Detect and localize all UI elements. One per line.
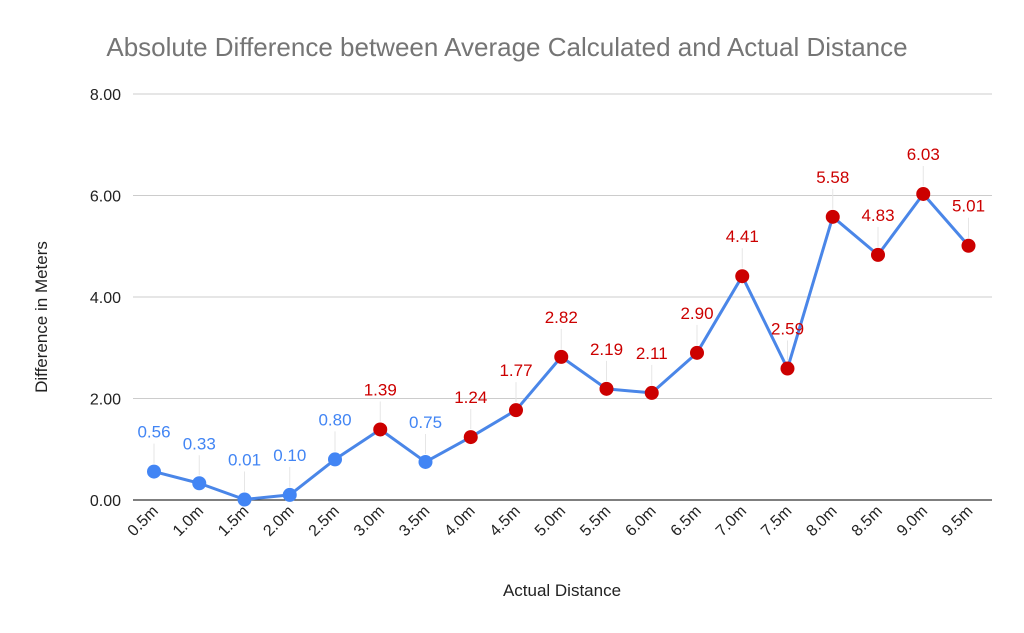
x-tick-label: 2.5m xyxy=(306,503,343,540)
data-label: 0.80 xyxy=(318,410,351,429)
data-point xyxy=(147,464,161,479)
x-tick-label: 1.5m xyxy=(215,503,252,540)
data-point xyxy=(192,476,207,491)
data-label: 2.19 xyxy=(590,340,623,359)
data-point xyxy=(690,345,704,360)
data-label: 1.24 xyxy=(454,388,487,407)
data-label: 2.11 xyxy=(636,344,668,363)
data-point xyxy=(418,454,433,469)
y-tick-label: 4.00 xyxy=(90,290,121,307)
y-tick-label: 0.00 xyxy=(90,493,121,510)
x-tick-label: 7.0m xyxy=(713,503,750,540)
x-tick-label: 8.5m xyxy=(849,503,886,540)
data-point xyxy=(735,269,750,284)
x-tick-label: 3.0m xyxy=(351,503,388,540)
x-tick-label: 6.0m xyxy=(622,503,659,540)
x-axis-label: Actual Distance xyxy=(503,581,621,600)
x-tick-label: 4.0m xyxy=(441,503,478,540)
x-tick-label: 9.5m xyxy=(939,503,976,540)
data-label: 4.83 xyxy=(861,206,894,225)
data-point xyxy=(780,361,795,376)
x-tick-label: 2.0m xyxy=(260,503,297,540)
data-label: 0.01 xyxy=(228,450,261,469)
data-label: 0.10 xyxy=(273,446,306,465)
data-point xyxy=(825,209,840,224)
data-point xyxy=(237,492,252,507)
data-label: 5.01 xyxy=(952,197,985,216)
data-label: 0.56 xyxy=(137,423,170,442)
data-label: 2.90 xyxy=(680,304,713,323)
data-point xyxy=(644,385,659,400)
label-leader-lines xyxy=(153,165,969,492)
data-label: 0.33 xyxy=(183,434,216,453)
data-label: 0.75 xyxy=(409,413,442,432)
x-tick-label: 5.0m xyxy=(532,503,569,540)
x-tick-label: 1.0m xyxy=(170,503,207,540)
x-tick-label: 9.0m xyxy=(894,503,931,540)
gridlines xyxy=(133,93,992,501)
x-axis-ticks: 0.5m 1.0m 1.5m 2.0m 2.5m 3.0m 3.5m 4.0m 4.5m 5.0m… xyxy=(125,503,977,540)
x-tick-label: 7.5m xyxy=(758,503,795,540)
data-point xyxy=(871,247,885,262)
y-axis-label: Difference in Meters xyxy=(32,241,51,393)
data-label: 5.58 xyxy=(816,168,849,187)
x-tick-label: 4.5m xyxy=(487,503,524,540)
y-tick-label: 6.00 xyxy=(90,189,121,206)
x-tick-label: 6.5m xyxy=(668,503,705,540)
data-label: 1.77 xyxy=(499,361,532,380)
data-label: 2.82 xyxy=(545,308,578,327)
data-label: 1.39 xyxy=(364,380,397,399)
data-point xyxy=(554,349,569,364)
data-label: 2.59 xyxy=(771,320,804,339)
x-tick-label: 3.5m xyxy=(396,503,433,540)
data-label: 4.41 xyxy=(726,227,759,246)
chart-title: Absolute Difference between Average Calc… xyxy=(106,32,907,62)
data-point xyxy=(373,422,388,437)
data-point xyxy=(509,403,523,418)
data-point xyxy=(463,430,478,445)
data-point xyxy=(328,452,342,467)
x-tick-label: 0.5m xyxy=(125,503,162,540)
data-labels: 0.56 0.33 0.01 0.10 0.80 1.39 0.75 1.24 1.77 2.82… xyxy=(137,145,985,470)
x-tick-label: 5.5m xyxy=(577,503,614,540)
y-axis-ticks: 0.00 2.00 4.00 6.00 8.00 xyxy=(90,87,121,510)
data-point xyxy=(916,186,931,201)
x-tick-label: 8.0m xyxy=(803,503,840,540)
y-tick-label: 8.00 xyxy=(90,87,121,104)
y-tick-label: 2.00 xyxy=(90,392,121,409)
data-points xyxy=(147,186,976,507)
data-point xyxy=(599,381,614,396)
data-point xyxy=(282,487,297,502)
data-point xyxy=(961,238,976,253)
data-label: 6.03 xyxy=(907,145,940,164)
